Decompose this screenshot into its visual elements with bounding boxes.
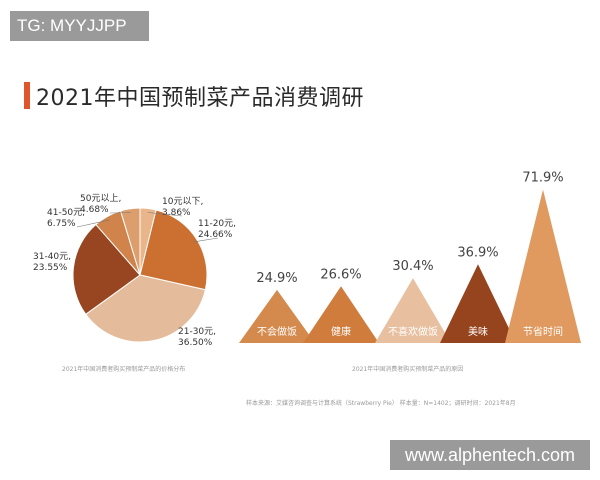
reason-value-label: 71.9% <box>522 171 563 186</box>
reason-value-label: 30.4% <box>392 259 433 274</box>
reason-triangle-健康 <box>303 286 379 343</box>
pie-caption: 2021年中国消费者购买预制菜产品的价格分布 <box>62 366 186 373</box>
pie-pct-11-20元: 24.66% <box>198 230 233 240</box>
reason-category-label: 美味 <box>468 325 488 338</box>
title-accent-bar <box>24 82 30 109</box>
reason-category-label: 不会做饭 <box>257 325 297 338</box>
pie-slice-31-40元 <box>72 223 141 316</box>
reason-triangle-不会做饭 <box>239 289 315 343</box>
page-title: 2021年中国预制菜产品消费调研 <box>36 86 364 111</box>
pie-slice-50元以上 <box>119 207 141 276</box>
pie-label-31-40元: 31-40元, <box>33 252 71 262</box>
reason-value-label: 36.9% <box>457 245 498 260</box>
pie-label-50元以上: 50元以上, <box>80 193 121 204</box>
reason-triangle-节省时间 <box>505 189 581 343</box>
reason-category-label: 健康 <box>331 325 351 338</box>
pie-labels: 10元以下,3.86% 11-20元,24.66% 21-30元,36.50% 31-… <box>33 193 236 348</box>
pie-label-21-30元: 21-30元, <box>178 327 216 337</box>
pie-leader-line <box>193 237 219 243</box>
pie-pct-21-30元: 36.50% <box>178 338 213 348</box>
reason-triangle-美味 <box>440 264 516 343</box>
reason-category-label: 不喜欢做饭 <box>388 325 438 338</box>
reason-chart: 24.9% 不会做饭 26.6% 健康 30.4% 不喜欢做饭 36.9% 美味 71.9% 节省… <box>239 171 581 343</box>
reason-triangle-不喜欢做饭 <box>375 278 451 343</box>
pie-label-41-50元: 41-50元, <box>47 208 85 218</box>
pie-leader-line <box>147 212 183 217</box>
watermark: www.alphentech.com <box>390 440 590 470</box>
pie-leader-line <box>76 219 110 228</box>
corner-tag: TG: MYYJJPP <box>10 11 149 41</box>
source-note: 样本来源：艾媒咨询调查与计算系统（Strawberry Pie） 样本量：N=1… <box>246 400 516 407</box>
reason-value-label: 26.6% <box>320 267 361 282</box>
pie-pct-31-40元: 23.55% <box>33 263 68 273</box>
pie-pct-10元以下: 3.86% <box>162 208 191 218</box>
reason-value-label: 24.9% <box>256 271 297 286</box>
pie-pct-41-50元: 6.75% <box>47 219 76 229</box>
pie-pct-50元以上: 4.68% <box>80 205 109 215</box>
pie-label-11-20元: 11-20元, <box>198 219 236 229</box>
pie-label-10元以下: 10元以下, <box>162 197 203 207</box>
pie-slice-11-20元 <box>139 209 208 291</box>
reason-caption: 2021年中国消费者购买预制菜产品的原因 <box>352 366 464 373</box>
pie-slice-21-30元 <box>85 274 206 343</box>
pie-chart <box>72 207 208 343</box>
reason-category-label: 节省时间 <box>523 325 563 338</box>
